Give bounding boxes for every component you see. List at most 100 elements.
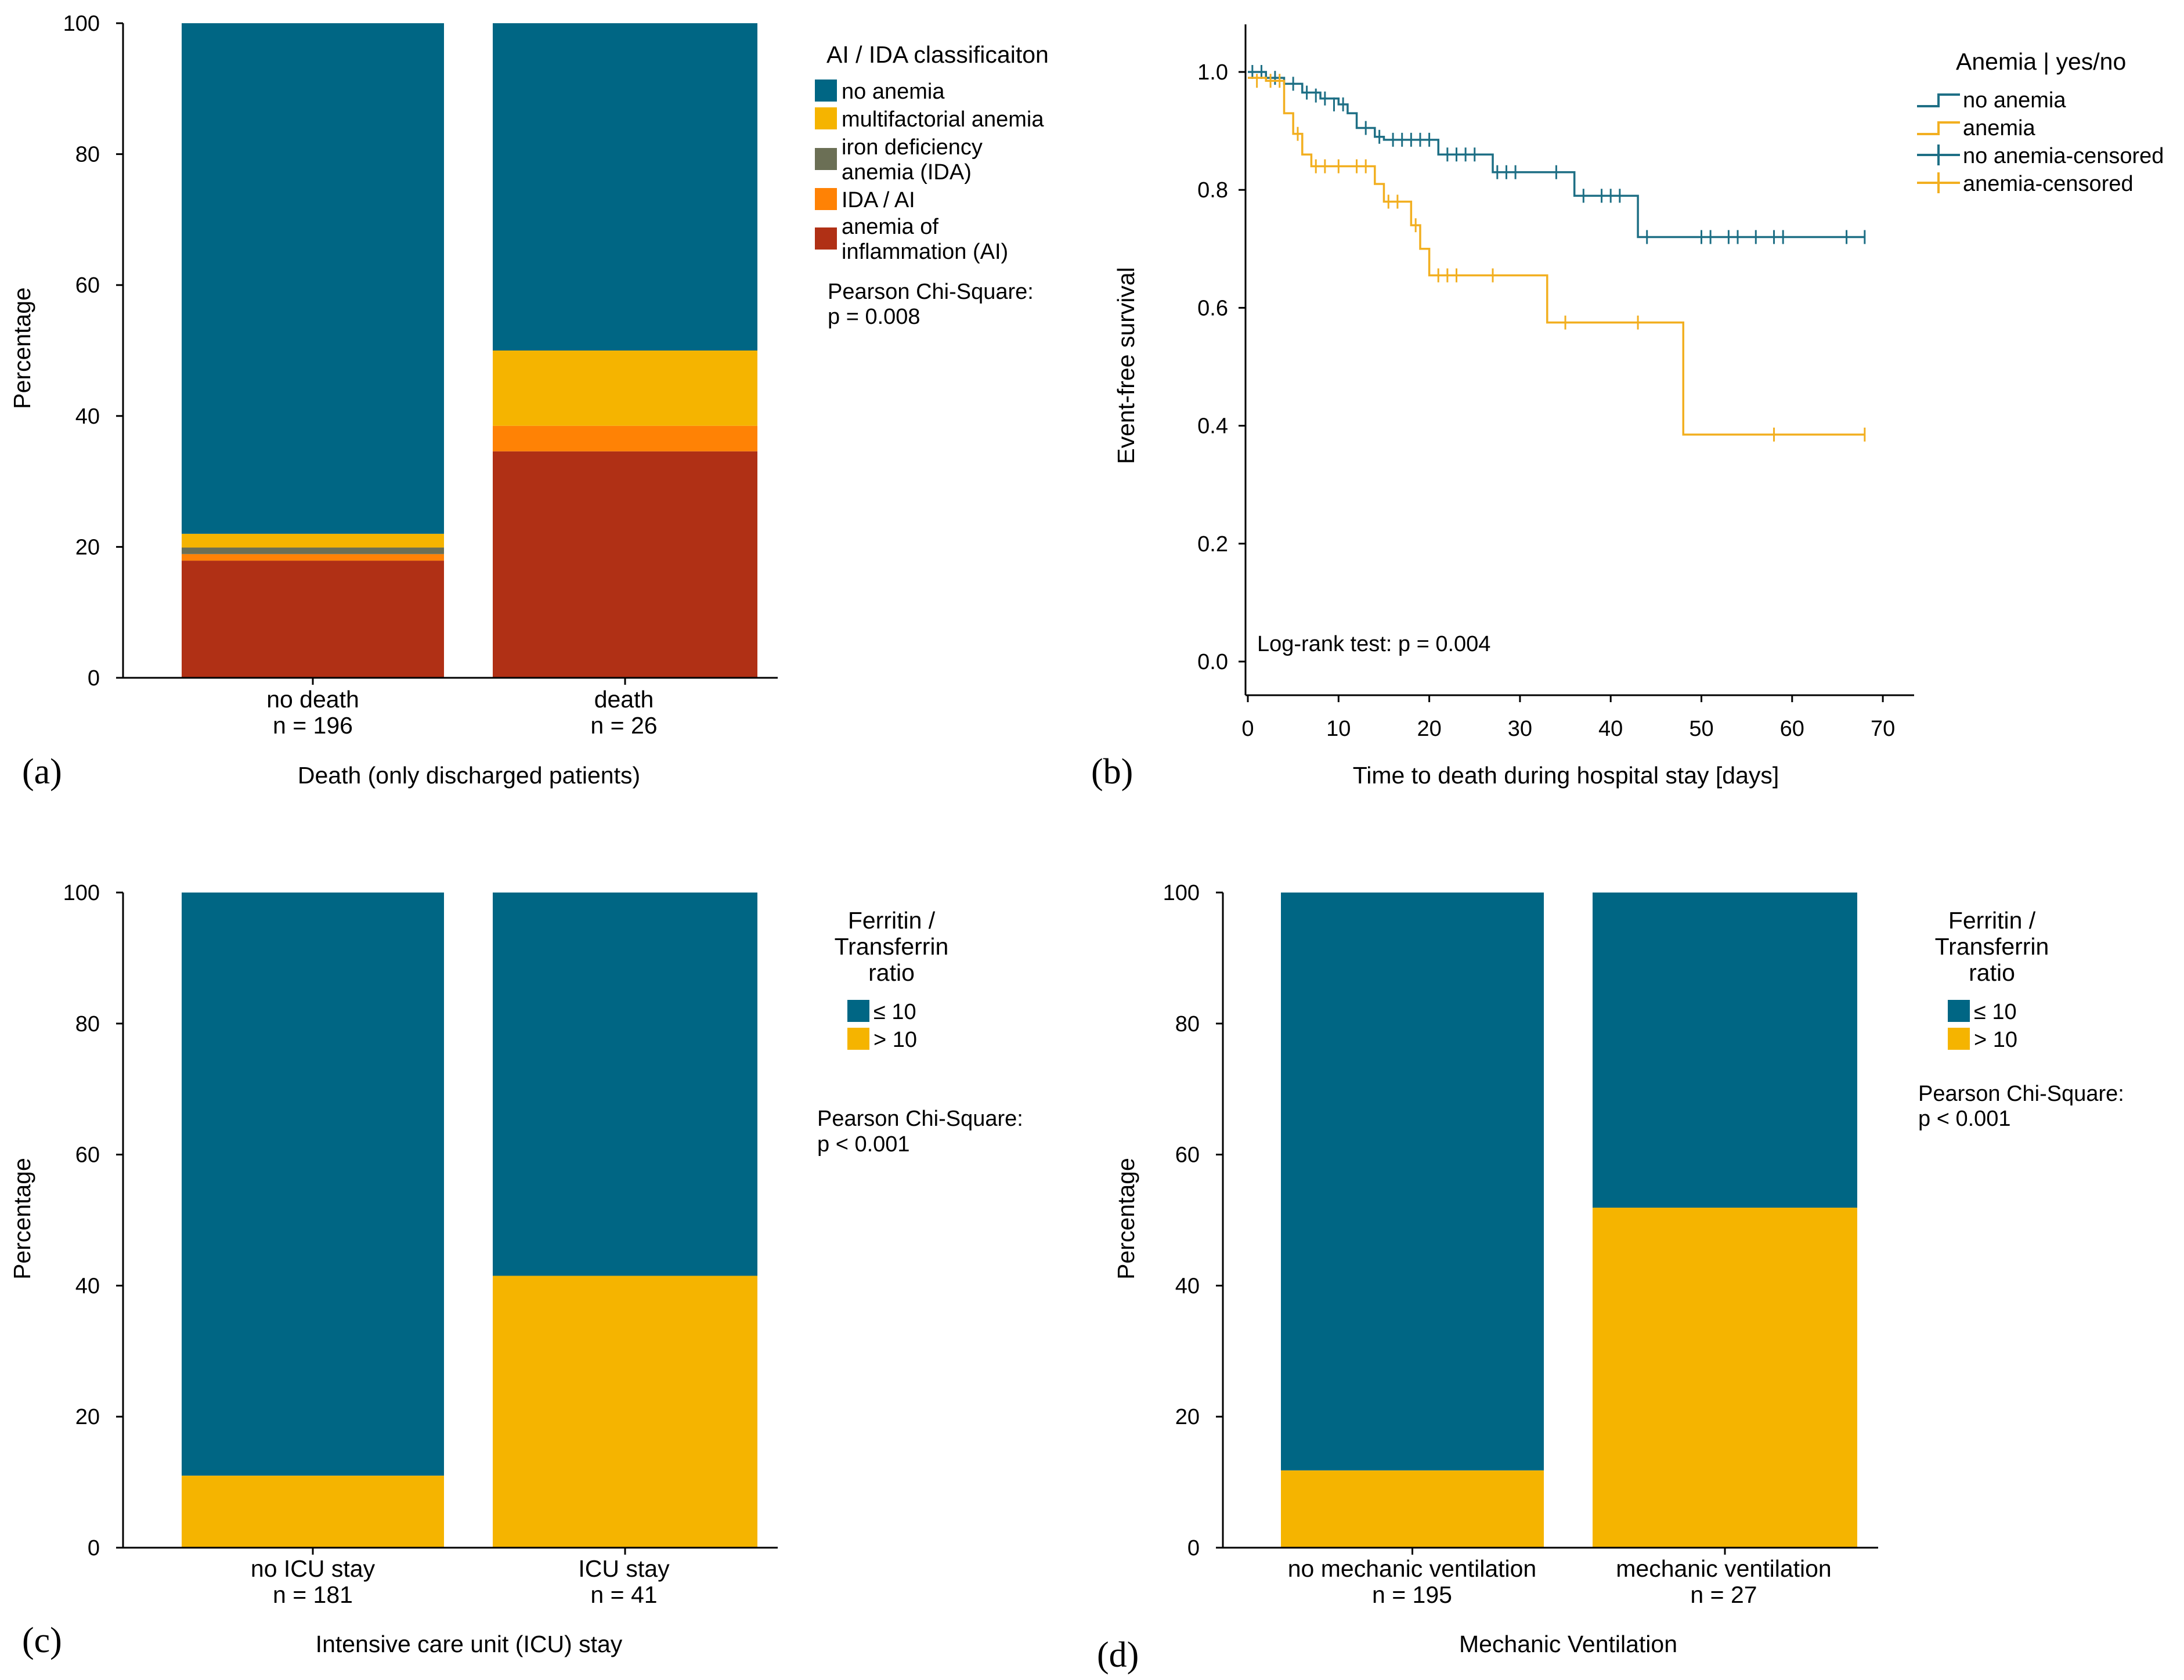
d-y-ticks: 0 20 40 60 80 100 xyxy=(1163,881,1223,1560)
a-legend: AI / IDA classificaiton no anemia multif… xyxy=(815,41,1049,264)
c-bar-1--10 xyxy=(493,893,757,1276)
b-curve-anemia xyxy=(1248,77,1865,436)
a-y-tick-label-3: 60 xyxy=(75,273,100,298)
d-legend: Ferritin / Transferrin ratio ≤ 10 > 10 xyxy=(1935,907,2049,1052)
c-y-tick-label-1: 20 xyxy=(75,1405,100,1429)
a-category-label-0: no death xyxy=(266,686,359,713)
a-bar-0-anemia-of-inflammation-ai- xyxy=(182,561,444,678)
d-category-label-0: no mechanic ventilation xyxy=(1288,1555,1536,1582)
d-y-tick-label-0: 0 xyxy=(1187,1536,1200,1560)
d-n-label-0: n = 195 xyxy=(1372,1581,1452,1608)
a-bar-1-no-anemia xyxy=(493,23,757,351)
c-category-label-1: ICU stay xyxy=(578,1555,670,1582)
b-y-tick-label-2: 0.4 xyxy=(1197,414,1228,439)
b-y-tick-label-4: 0.8 xyxy=(1197,178,1228,203)
a-stat-line2: p = 0.008 xyxy=(828,305,920,329)
a-bar-0-iron-deficiency-anemia-ida- xyxy=(182,547,444,554)
b-x-axis-title: Time to death during hospital stay [days… xyxy=(1353,762,1779,789)
d-legend-swatch-low xyxy=(1948,1000,1970,1022)
a-y-ticks: 0 20 40 60 80 100 xyxy=(63,12,123,691)
d-category-label-1: mechanic ventilation xyxy=(1616,1555,1831,1582)
d-legend-label-low: ≤ 10 xyxy=(1974,1000,2017,1024)
b-axes xyxy=(1244,24,1914,696)
c-bar-0--10 xyxy=(182,1475,444,1548)
b-legend-label-no-anemia: no anemia xyxy=(1963,88,2066,113)
a-legend-swatch-no-anemia xyxy=(815,80,837,102)
a-legend-swatch-multifactorial xyxy=(815,107,837,129)
d-axes xyxy=(1222,893,1878,1555)
b-x-tick-label-7: 70 xyxy=(1871,717,1895,741)
d-bar-0--10 xyxy=(1281,1470,1544,1548)
a-bar-1-anemia-of-inflammation-ai- xyxy=(493,451,757,678)
b-legend-label-no-anemia-censored: no anemia-censored xyxy=(1963,144,2164,168)
b-y-tick-label-0: 0.0 xyxy=(1197,650,1228,674)
b-x-tick-label-3: 30 xyxy=(1508,717,1532,741)
c-x-axis-title: Intensive care unit (ICU) stay xyxy=(316,1631,623,1657)
b-legend-step-no-anemia xyxy=(1917,93,1960,107)
c-bar-0--10 xyxy=(182,893,444,1476)
a-bar-1-ida-ai xyxy=(493,425,757,451)
d-y-tick-label-2: 40 xyxy=(1175,1274,1200,1298)
a-legend-title: AI / IDA classificaiton xyxy=(826,41,1049,68)
b-y-ticks: 0.0 0.2 0.4 0.6 0.8 1.0 xyxy=(1197,60,1246,674)
a-panel-label: (a) xyxy=(22,752,62,792)
c-legend-title-1: Ferritin / xyxy=(848,907,936,934)
a-y-axis-title: Percentage xyxy=(9,287,35,409)
a-legend-label-no-anemia: no anemia xyxy=(842,80,945,104)
b-x-tick-label-2: 20 xyxy=(1417,717,1441,741)
d-y-tick-label-4: 80 xyxy=(1175,1012,1200,1036)
a-y-tick-label-1: 20 xyxy=(75,535,100,559)
a-n-label-0: n = 196 xyxy=(273,712,353,739)
b-legend-title: Anemia | yes/no xyxy=(1956,48,2126,75)
d-x-axis-title: Mechanic Ventilation xyxy=(1459,1631,1677,1657)
b-y-axis-title: Event-free survival xyxy=(1113,267,1139,464)
d-legend-swatch-high xyxy=(1948,1028,1970,1050)
panel-b: 0.0 0.2 0.4 0.6 0.8 1.0 0 10 20 30 40 50 60 70 Event… xyxy=(1091,24,2164,792)
b-panel-label: (b) xyxy=(1091,752,1133,792)
d-n-label-1: n = 27 xyxy=(1690,1581,1757,1608)
c-legend-swatch-high xyxy=(847,1028,869,1050)
b-x-tick-label-0: 0 xyxy=(1241,717,1254,741)
a-bar-1-multifactorial-anemia xyxy=(493,351,757,426)
b-legend-cross-anemia xyxy=(1917,172,1960,193)
d-bars xyxy=(1281,893,1857,1548)
c-panel-label: (c) xyxy=(22,1621,62,1660)
d-y-tick-label-5: 100 xyxy=(1163,881,1200,905)
a-legend-swatch-ida xyxy=(815,148,837,170)
b-y-tick-label-3: 0.6 xyxy=(1197,296,1228,320)
d-bar-1--10 xyxy=(1593,893,1857,1208)
d-legend-title-3: ratio xyxy=(1969,959,2015,986)
b-legend-label-anemia-censored: anemia-censored xyxy=(1963,172,2134,196)
d-y-tick-label-3: 60 xyxy=(1175,1143,1200,1168)
a-category-label-1: death xyxy=(594,686,654,713)
a-legend-label-ida-ai: IDA / AI xyxy=(842,188,915,212)
b-legend-step-anemia xyxy=(1917,121,1960,135)
a-legend-label-multifactorial: multifactorial anemia xyxy=(842,107,1044,132)
c-y-tick-label-2: 40 xyxy=(75,1274,100,1298)
panel-c: 0 20 40 60 80 100 Percentage no ICU stay n = … xyxy=(9,881,1023,1660)
d-bar-1--10 xyxy=(1593,1208,1857,1548)
c-y-tick-label-5: 100 xyxy=(63,881,100,905)
b-stat-line1: Log-rank test: p = 0.004 xyxy=(1257,632,1490,656)
d-y-axis-title: Percentage xyxy=(1113,1158,1139,1280)
a-legend-label-ida: iron deficiency xyxy=(842,135,983,160)
a-legend-label-ai: anemia of xyxy=(842,215,938,239)
c-legend-title-3: ratio xyxy=(868,959,915,986)
d-y-tick-label-1: 20 xyxy=(1175,1405,1200,1429)
a-y-tick-label-0: 0 xyxy=(88,666,100,691)
a-axes xyxy=(122,23,778,685)
a-y-tick-label-4: 80 xyxy=(75,143,100,167)
b-legend-cross-no-anemia xyxy=(1917,144,1960,165)
a-legend-label-ai-2: inflammation (AI) xyxy=(842,240,1008,264)
d-legend-label-high: > 10 xyxy=(1974,1028,2017,1052)
c-legend-label-low: ≤ 10 xyxy=(873,1000,916,1024)
c-axes xyxy=(122,893,778,1555)
d-stat-line1: Pearson Chi-Square: xyxy=(1918,1082,2124,1106)
c-legend: Ferritin / Transferrin ratio ≤ 10 > 10 xyxy=(835,907,949,1052)
c-legend-title-2: Transferrin xyxy=(835,933,949,960)
b-x-tick-label-4: 40 xyxy=(1598,717,1623,741)
panel-a: 0 20 40 60 80 100 Percentage no death n = 196… xyxy=(9,12,1049,792)
panel-d: 0 20 40 60 80 100 Percentage no mechanic vent… xyxy=(1097,881,2124,1675)
d-stat-line2: p < 0.001 xyxy=(1918,1107,2011,1131)
